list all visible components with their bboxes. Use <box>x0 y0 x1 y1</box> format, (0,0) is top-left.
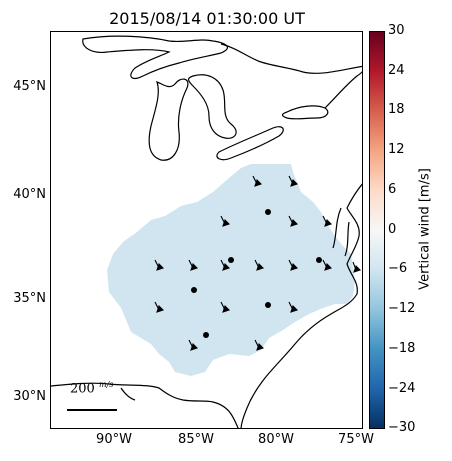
station-dot <box>265 302 271 308</box>
wind-arrow <box>288 175 299 187</box>
colorbar-tick: 24 <box>388 63 405 78</box>
coastlines <box>51 35 362 428</box>
scale-bar-unit-den: s <box>109 380 114 389</box>
colorbar-tick: −18 <box>388 341 416 356</box>
colorbar-tick: 18 <box>388 102 405 117</box>
scale-bar-unit-num: m <box>98 380 107 389</box>
lake-ontario <box>281 105 329 120</box>
colorbar-tick: −30 <box>388 420 416 435</box>
station-dot <box>228 257 234 263</box>
colorbar-tick: −24 <box>388 381 416 396</box>
colorbar-tick: −6 <box>388 261 408 276</box>
lat-label-30: 30°N <box>13 389 46 404</box>
scale-bar-value: 200 <box>70 381 95 397</box>
wind-arrow <box>220 215 231 227</box>
station-markers <box>191 209 322 338</box>
wind-arrow <box>188 259 199 271</box>
lat-label-35: 35°N <box>13 291 46 306</box>
lake-erie <box>216 126 284 161</box>
wind-arrow <box>154 259 165 271</box>
gulf-coast <box>51 382 239 428</box>
lat-label-40: 40°N <box>13 187 46 202</box>
colorbar-label: Vertical wind [m/s] <box>417 168 433 290</box>
station-dot <box>265 209 271 215</box>
lon-label-75: 75°W <box>338 432 374 447</box>
map-panel[interactable] <box>50 31 363 429</box>
wind-arrow <box>188 339 199 351</box>
wind-arrow <box>322 259 333 271</box>
wind-field-region <box>107 164 355 376</box>
lake-michigan <box>148 78 189 161</box>
wind-arrow <box>220 301 231 313</box>
map-title: 2015/08/14 01:30:00 UT <box>109 9 305 28</box>
lake-superior <box>82 35 229 80</box>
scale-bar-label: 200 m/s <box>70 380 114 397</box>
colorbar-tick: 0 <box>388 222 397 237</box>
wind-arrow <box>220 259 231 271</box>
wind-arrow <box>288 215 299 227</box>
wind-vectors <box>154 175 362 351</box>
lake-huron <box>187 74 237 139</box>
colorbar-tick: 12 <box>388 142 405 157</box>
lon-label-80: 80°W <box>258 432 294 447</box>
station-dot <box>316 257 322 263</box>
canada-shore <box>220 43 362 74</box>
wind-arrow <box>154 301 165 313</box>
wind-arrow <box>254 339 265 351</box>
colorbar-tick: −12 <box>388 301 416 316</box>
map-canvas <box>51 35 362 428</box>
wind-arrow <box>252 175 263 187</box>
atlantic-coast <box>240 183 362 428</box>
wind-arrow <box>322 215 333 227</box>
colorbar <box>369 31 385 429</box>
colorbar-tick: 30 <box>388 23 405 38</box>
wind-arrow <box>288 301 299 313</box>
station-dot <box>191 287 197 293</box>
colorbar-tick: 6 <box>388 182 397 197</box>
station-dot <box>203 332 209 338</box>
wind-arrow <box>254 259 265 271</box>
wind-arrow <box>288 259 299 271</box>
wind-arrow <box>352 261 362 273</box>
chesapeake <box>332 207 350 257</box>
lon-label-90: 90°W <box>96 432 132 447</box>
lon-label-85: 85°W <box>178 432 214 447</box>
lat-label-45: 45°N <box>13 79 46 94</box>
st-lawrence <box>324 71 362 109</box>
florida-panhandle <box>120 387 136 401</box>
